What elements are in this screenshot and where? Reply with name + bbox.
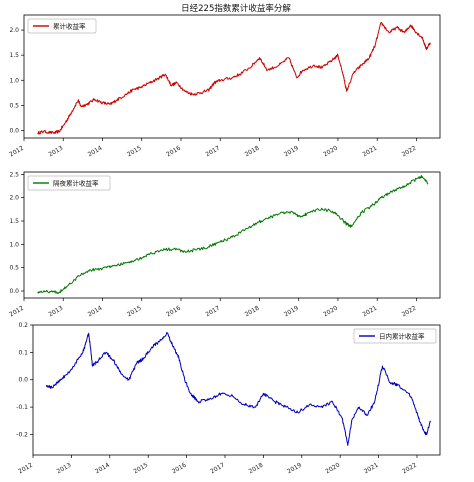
legend-box bbox=[27, 18, 97, 34]
x-tick-label: 2015 bbox=[132, 462, 149, 476]
x-tick-label: 2022 bbox=[401, 145, 418, 159]
y-tick-label: 0.1 bbox=[18, 349, 28, 356]
x-tick-label: 2015 bbox=[126, 145, 143, 159]
x-tick-label: 2021 bbox=[361, 305, 378, 319]
x-tick-label: 2020 bbox=[324, 462, 341, 476]
x-tick-label: 2013 bbox=[48, 305, 65, 319]
legend-label: 日内累计收益率 bbox=[379, 332, 425, 341]
x-tick-label: 2012 bbox=[8, 305, 25, 319]
x-tick-label: 2014 bbox=[94, 462, 111, 476]
x-tick-label: 2017 bbox=[204, 305, 221, 319]
x-tick-label: 2021 bbox=[361, 145, 378, 159]
y-tick-label: 1.0 bbox=[9, 241, 19, 248]
x-tick-label: 2013 bbox=[48, 145, 65, 159]
x-tick-label: 2016 bbox=[171, 462, 188, 476]
plot-frame bbox=[32, 324, 441, 456]
y-tick-label: 0.2 bbox=[18, 322, 28, 329]
plot-frame bbox=[23, 171, 441, 299]
x-tick-label: 2020 bbox=[322, 305, 339, 319]
y-tick-label: 0.0 bbox=[9, 288, 19, 295]
y-tick-label: 1.5 bbox=[9, 52, 19, 59]
x-tick-label: 2016 bbox=[165, 145, 182, 159]
y-tick-label: 0.5 bbox=[9, 102, 19, 109]
y-tick-label: 2.5 bbox=[9, 171, 19, 178]
y-tick-label: 2.0 bbox=[9, 195, 19, 202]
x-tick-label: 2018 bbox=[248, 462, 265, 476]
x-tick-label: 2021 bbox=[363, 462, 380, 476]
plot-frame bbox=[23, 14, 441, 139]
y-tick-label: 1.5 bbox=[9, 218, 19, 225]
legend-box bbox=[353, 328, 437, 344]
x-tick-label: 2017 bbox=[204, 145, 221, 159]
chart-panel-cumulative-return: 2012 2013 2014 2015 2016 2017 2018 2019 2020 2021… bbox=[8, 14, 441, 159]
y-tick-label: 0.0 bbox=[9, 127, 19, 134]
x-tick-label: 2022 bbox=[401, 305, 418, 319]
x-tick-label: 2017 bbox=[209, 462, 226, 476]
x-tick-label: 2019 bbox=[283, 305, 300, 319]
x-tick-label: 2015 bbox=[126, 305, 143, 319]
x-tick-label: 2019 bbox=[283, 145, 300, 159]
x-tick-label: 2012 bbox=[8, 145, 25, 159]
x-tick-label: 2018 bbox=[244, 305, 261, 319]
y-tick-label: -0.2 bbox=[16, 431, 28, 438]
y-tick-label: 0.5 bbox=[9, 265, 19, 272]
legend-label: 累计收益率 bbox=[53, 22, 86, 31]
chart-panel-intraday-return: 2012 2013 2014 2015 2016 2017 2018 2019 2020 2021… bbox=[16, 322, 441, 476]
chart-panel-overnight-return: 2012 2013 2014 2015 2016 2017 2018 2019 2020 2021… bbox=[8, 171, 441, 319]
series-line bbox=[37, 22, 431, 135]
y-tick-label: 2.0 bbox=[9, 27, 19, 34]
y-tick-label: 1.0 bbox=[9, 77, 19, 84]
x-tick-label: 2020 bbox=[322, 145, 339, 159]
y-tick-label: 0.0 bbox=[18, 377, 28, 384]
x-tick-label: 2016 bbox=[165, 305, 182, 319]
x-tick-label: 2019 bbox=[286, 462, 303, 476]
x-tick-label: 2022 bbox=[401, 462, 418, 476]
figure-title: 日经225指数累计收益率分解 bbox=[181, 3, 291, 14]
legend-label: 隔夜累计收益率 bbox=[53, 179, 99, 188]
legend-box bbox=[27, 175, 111, 191]
series-line bbox=[45, 331, 431, 446]
x-tick-label: 2014 bbox=[87, 145, 104, 159]
series-line bbox=[37, 175, 429, 294]
x-tick-label: 2012 bbox=[17, 462, 34, 476]
x-tick-label: 2018 bbox=[244, 145, 261, 159]
y-tick-label: -0.1 bbox=[16, 404, 28, 411]
x-tick-label: 2013 bbox=[56, 462, 73, 476]
x-tick-label: 2014 bbox=[87, 305, 104, 319]
